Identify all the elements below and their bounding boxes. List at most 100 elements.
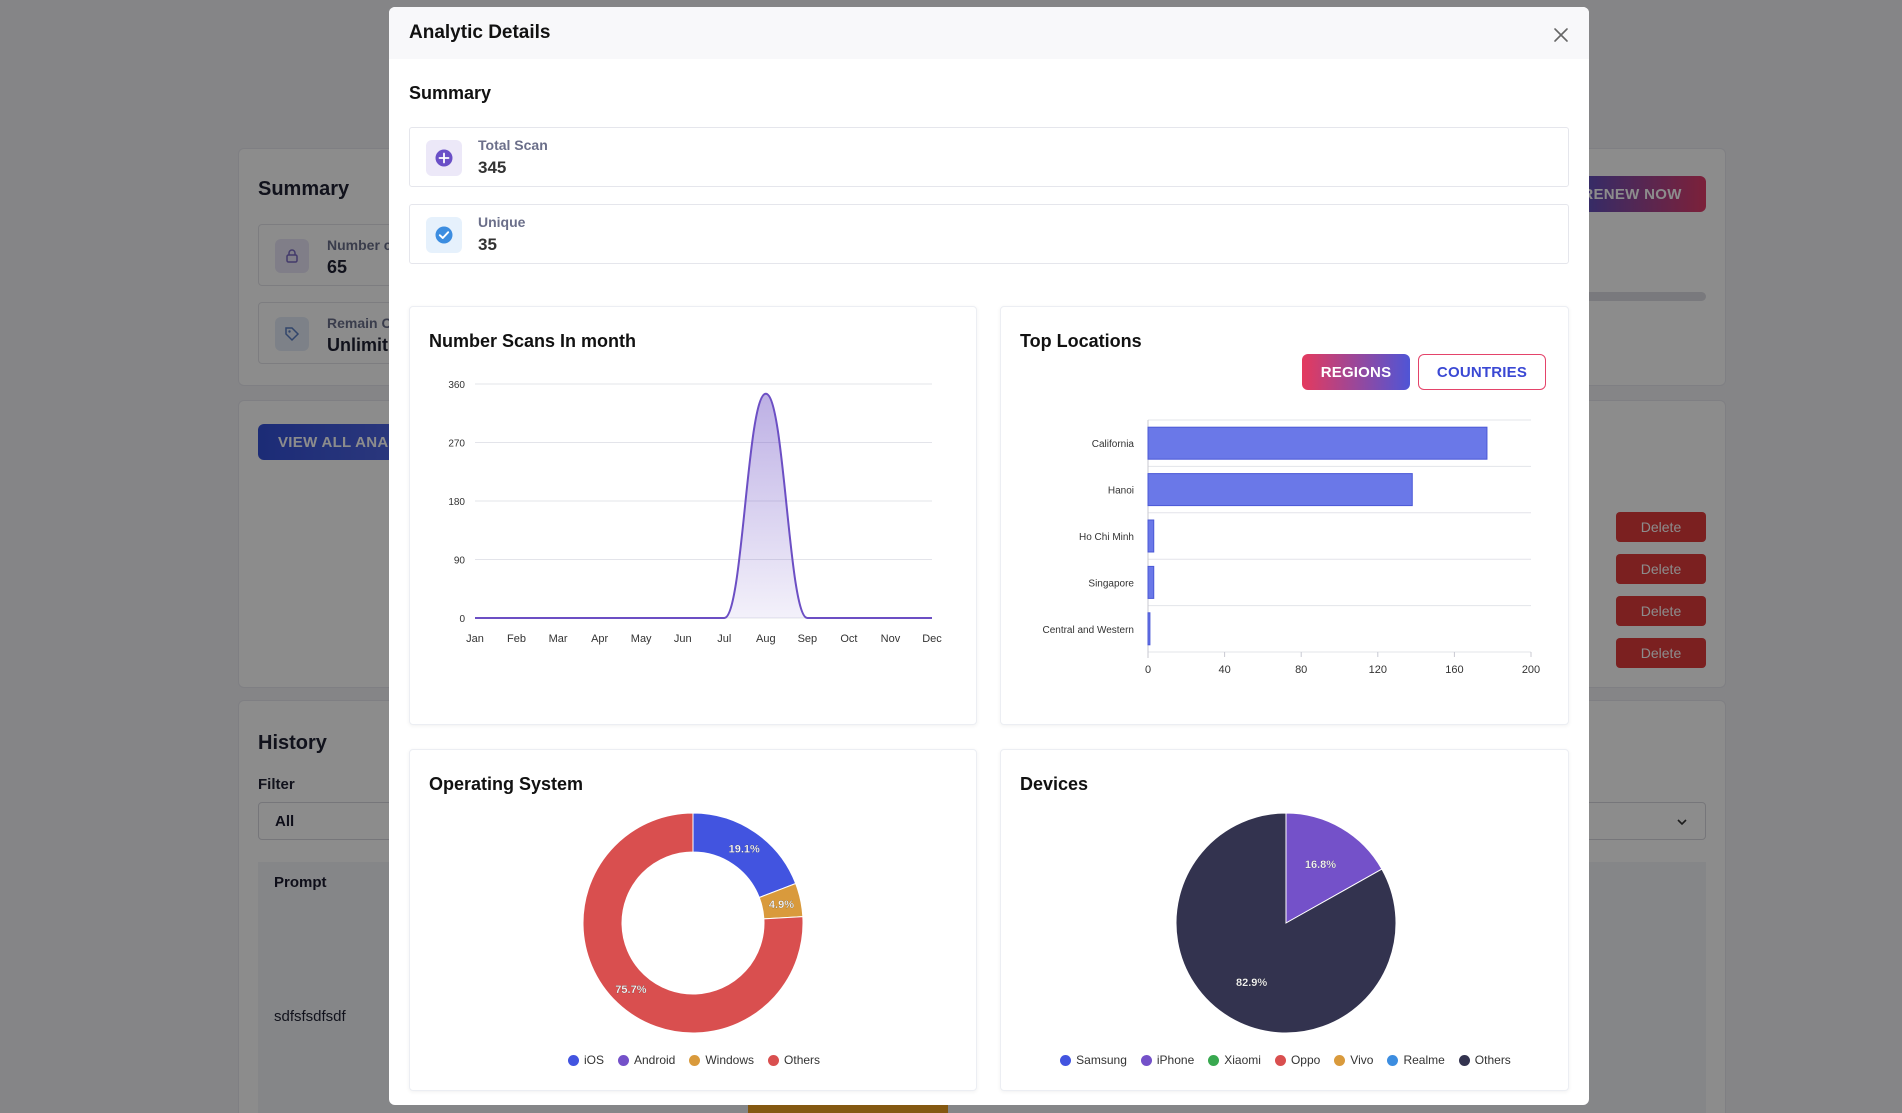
scans-chart-panel: Number Scans In month 0 90 180 270 360 Jan Feb…	[409, 306, 977, 725]
legend-item[interactable]: Android	[617, 1053, 675, 1067]
stat-card-unique: Unique 35	[409, 204, 1569, 264]
legend-label: Others	[1474, 1053, 1511, 1067]
y-tick-label: 0	[459, 614, 465, 625]
location-bar	[1147, 519, 1155, 553]
scans-chart: 0 90 180 270 360 Jan Feb Mar Apr May Jun Jul Aug Sep O…	[448, 380, 942, 645]
x-tick-label: 160	[1445, 664, 1463, 676]
bg-stat-label: Remain C	[327, 315, 392, 331]
check-circle-icon	[426, 217, 462, 253]
legend-item[interactable]: Others	[768, 1053, 820, 1067]
x-tick-label: Feb	[507, 633, 526, 645]
os-legend: iOS Android Windows Others	[410, 1053, 978, 1067]
stat-value: 345	[478, 158, 507, 177]
filter-label: Filter	[258, 776, 295, 793]
legend-marker	[1387, 1054, 1399, 1066]
legend-item[interactable]: Windows	[689, 1053, 754, 1067]
y-tick-label: Singapore	[1088, 578, 1134, 589]
filter-select-value: All	[275, 813, 295, 830]
stat-label: Unique	[478, 214, 526, 230]
slice-iphone	[1285, 812, 1383, 924]
summary-title: Summary	[409, 83, 492, 103]
legend-marker	[1060, 1054, 1072, 1066]
x-tick-label: Nov	[881, 633, 901, 645]
os-chart-panel: Operating System 19.1% 4.9% 75.7% iOS Andro…	[409, 749, 977, 1091]
legend-item[interactable]: Realme	[1387, 1053, 1445, 1067]
lock-icon	[275, 239, 309, 273]
bg-summary-title: Summary	[258, 178, 350, 200]
scans-line	[475, 392, 932, 619]
x-tick-label: 80	[1295, 664, 1307, 676]
y-tick-label: 180	[448, 497, 465, 508]
location-bar	[1147, 565, 1155, 599]
bg-progress-bar	[1558, 292, 1706, 301]
data-label: 4.9%	[769, 899, 794, 911]
x-tick-label: 0	[1145, 664, 1151, 676]
legend-marker	[768, 1054, 780, 1066]
close-icon[interactable]	[1551, 25, 1571, 45]
x-tick-label: Sep	[798, 633, 818, 645]
location-bar	[1147, 426, 1488, 460]
y-tick-label: Hanoi	[1108, 486, 1134, 497]
chevron-down-icon	[1675, 815, 1689, 834]
y-tick-label: Central and Western	[1042, 625, 1134, 636]
y-tick-label: Ho Chi Minh	[1079, 532, 1134, 543]
bg-stat-label: Number c	[327, 237, 392, 253]
legend-label: Oppo	[1290, 1053, 1321, 1067]
legend-label: iPhone	[1156, 1053, 1195, 1067]
x-tick-label: May	[631, 633, 652, 645]
legend-label: iOS	[583, 1053, 604, 1067]
bg-history-title: History	[258, 732, 327, 754]
legend-item[interactable]: Others	[1458, 1053, 1511, 1067]
devices-legend: Samsung iPhone Xiaomi Oppo Vivo Realme Others	[1001, 1053, 1570, 1067]
x-tick-label: Jan	[466, 633, 484, 645]
legend-marker	[689, 1054, 701, 1066]
legend-item[interactable]: Oppo	[1274, 1053, 1321, 1067]
x-tick-label: Apr	[591, 633, 608, 645]
stat-label: Total Scan	[478, 137, 548, 153]
x-tick-label: 120	[1369, 664, 1387, 676]
delete-button[interactable]: Delete	[1616, 638, 1706, 668]
bg-stat-value: 65	[327, 257, 348, 277]
legend-marker	[1208, 1054, 1220, 1066]
table-header-prompt: Prompt	[274, 874, 327, 891]
legend-marker	[617, 1054, 629, 1066]
renew-now-button[interactable]: RENEW NOW	[1558, 176, 1706, 212]
data-label: 19.1%	[729, 843, 760, 855]
tab-countries[interactable]: COUNTRIES	[1418, 354, 1546, 390]
y-tick-label: 360	[448, 380, 465, 391]
legend-item[interactable]: Xiaomi	[1208, 1053, 1261, 1067]
tag-icon	[275, 317, 309, 351]
legend-marker	[1140, 1054, 1152, 1066]
delete-button[interactable]: Delete	[1616, 512, 1706, 542]
tab-regions[interactable]: REGIONS	[1302, 354, 1410, 390]
data-label: 82.9%	[1236, 977, 1267, 989]
locations-chart: 0 40 80 120 160 200 California Hanoi Ho Chi Minh…	[1042, 419, 1540, 676]
legend-item[interactable]: Samsung	[1060, 1053, 1127, 1067]
os-chart-title: Operating System	[429, 774, 584, 794]
x-tick-label: Mar	[549, 633, 568, 645]
delete-button[interactable]: Delete	[1616, 554, 1706, 584]
stat-value: 35	[478, 235, 497, 254]
stat-card-total-scan: Total Scan 345	[409, 127, 1569, 187]
bg-stat-value: Unlimit	[327, 335, 388, 355]
legend-marker	[1458, 1054, 1470, 1066]
x-tick-label: Oct	[840, 633, 857, 645]
os-chart: 19.1% 4.9% 75.7%	[582, 812, 804, 1034]
legend-label: Xiaomi	[1224, 1053, 1261, 1067]
data-label: 75.7%	[615, 984, 646, 996]
legend-item[interactable]: Vivo	[1334, 1053, 1373, 1067]
analytic-details-modal: Analytic Details Summary Total Scan 345 …	[389, 7, 1589, 1105]
legend-item[interactable]: iOS	[567, 1053, 604, 1067]
slice-others	[1175, 812, 1397, 1034]
legend-label: Samsung	[1076, 1053, 1127, 1067]
legend-item[interactable]: iPhone	[1140, 1053, 1195, 1067]
y-tick-label: 90	[454, 556, 466, 567]
legend-marker	[1274, 1054, 1286, 1066]
y-tick-label: California	[1092, 439, 1135, 450]
x-tick-label: Jun	[674, 633, 692, 645]
scans-chart-title: Number Scans In month	[429, 331, 637, 351]
y-tick-label: 270	[448, 439, 465, 450]
devices-chart-title: Devices	[1020, 774, 1089, 794]
delete-button[interactable]: Delete	[1616, 596, 1706, 626]
scans-area-fill	[475, 393, 932, 618]
